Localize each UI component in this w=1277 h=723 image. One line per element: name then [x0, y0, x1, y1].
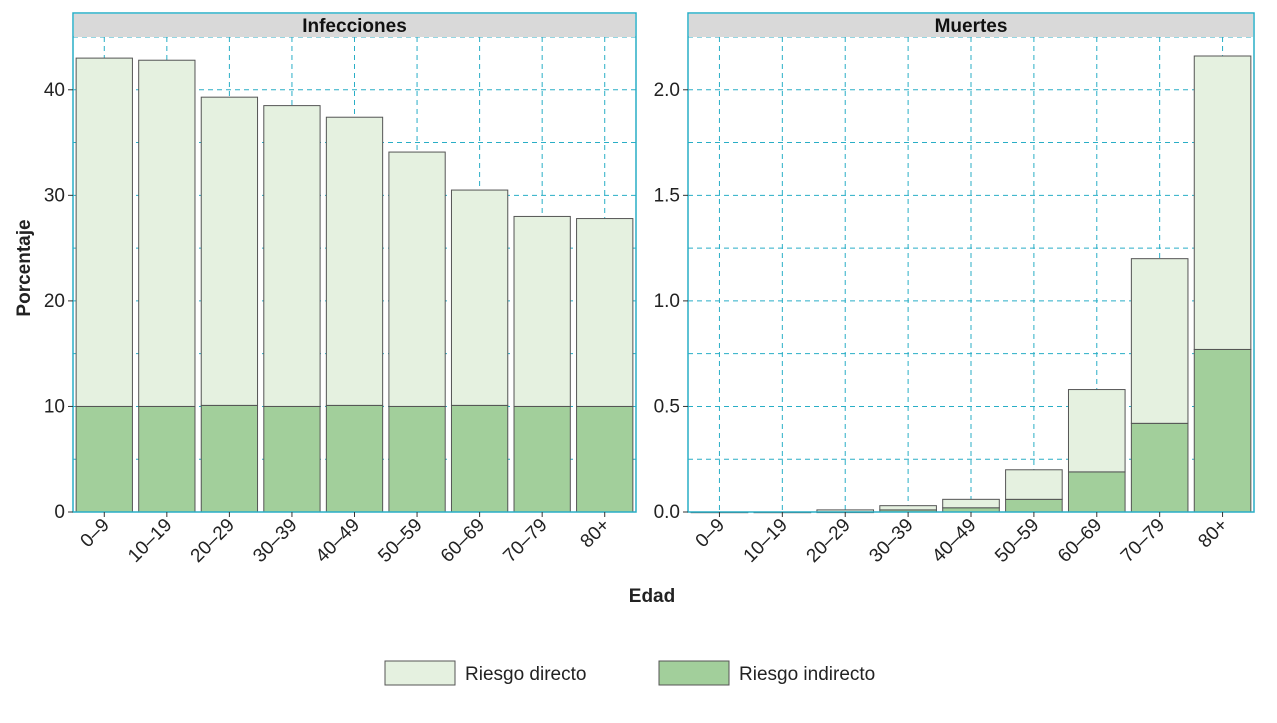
- bar-riesgo-indirecto-40-49: [325, 404, 384, 513]
- y-tick-label: 20: [44, 291, 65, 312]
- x-tick-label: 50–59: [374, 515, 426, 567]
- x-tick-label: 50–59: [991, 515, 1043, 567]
- y-tick-label: 0.5: [654, 396, 680, 417]
- x-tick-label: 80+: [577, 515, 615, 553]
- legend: Riesgo directo Riesgo indirecto: [384, 660, 875, 686]
- bar-riesgo-indirecto-50-59: [1005, 498, 1063, 513]
- x-tick-label: 60–69: [437, 515, 489, 567]
- legend-swatch-riesgo-directo: [384, 660, 456, 686]
- y-tick-label: 40: [44, 80, 65, 101]
- x-tick-label: 10–19: [124, 515, 176, 567]
- x-tick-label: 0–9: [77, 515, 114, 552]
- x-axis-title: Edad: [629, 586, 675, 607]
- y-tick-label: 10: [44, 396, 65, 417]
- bar-riesgo-indirecto-10-19: [138, 405, 196, 513]
- panel-title: Infecciones: [302, 16, 407, 37]
- legend-label-riesgo-indirecto: Riesgo indirecto: [739, 664, 875, 685]
- bar-riesgo-directo-0-9: [75, 57, 133, 407]
- bar-riesgo-directo-80plus: [576, 218, 634, 407]
- legend-swatch-riesgo-indirecto: [658, 660, 730, 686]
- bar-riesgo-indirecto-20-29: [200, 404, 259, 513]
- x-tick-label: 60–69: [1054, 515, 1106, 567]
- bar-riesgo-directo-80plus: [1193, 55, 1252, 350]
- bar-riesgo-directo-30-39: [879, 505, 937, 511]
- panel-infecciones: Infecciones 0 10 20 30 40 0–9 10–19 20–29 30–39 40…: [44, 12, 637, 567]
- bar-riesgo-indirecto-70-79: [1130, 422, 1189, 513]
- bar-riesgo-directo-20-29: [200, 96, 259, 406]
- bar-riesgo-directo-60-69: [450, 189, 509, 406]
- strip-header: [74, 14, 635, 37]
- bar-riesgo-directo-10-19: [138, 59, 196, 407]
- x-tick-label: 30–39: [249, 515, 301, 567]
- x-tick-label: 20–29: [803, 515, 855, 567]
- bar-riesgo-indirecto-80plus: [1193, 348, 1252, 513]
- x-tick-label: 70–79: [1117, 515, 1169, 567]
- x-tick-label: 30–39: [865, 515, 917, 567]
- x-tick-label: 70–79: [499, 515, 551, 567]
- x-tick-label: 80+: [1194, 515, 1232, 553]
- bar-riesgo-indirecto-50-59: [388, 405, 446, 513]
- y-axis-title: Porcentaje: [14, 219, 35, 316]
- y-tick-label: 1.5: [654, 185, 680, 206]
- x-tick-label: 40–49: [312, 515, 364, 567]
- y-tick-label: 30: [44, 185, 65, 206]
- bar-riesgo-directo-30-39: [263, 105, 321, 407]
- bar-riesgo-directo-70-79: [513, 215, 571, 407]
- y-tick-label: 0.0: [654, 502, 680, 523]
- x-tick-label: 10–19: [740, 515, 792, 567]
- y-tick-label: 1.0: [654, 291, 680, 312]
- bar-riesgo-indirecto-80plus: [576, 405, 634, 513]
- bar-riesgo-directo-40-49: [942, 498, 1000, 509]
- panel-title: Muertes: [935, 16, 1008, 37]
- bar-riesgo-indirecto-30-39: [263, 405, 321, 513]
- x-tick-label: 40–49: [928, 515, 980, 567]
- bar-riesgo-indirecto-70-79: [513, 405, 571, 513]
- bar-riesgo-indirecto-60-69: [1067, 471, 1126, 513]
- bar-riesgo-directo-60-69: [1067, 389, 1126, 473]
- bar-riesgo-directo-50-59: [388, 151, 446, 407]
- bar-riesgo-directo-70-79: [1130, 258, 1189, 424]
- strip-header: [689, 14, 1253, 37]
- bar-riesgo-directo-50-59: [1005, 469, 1063, 500]
- panel-muertes: Muertes 0.0 0.5 1.0 1.5 2.0 0–9 10–19 20–29 30–39…: [654, 12, 1255, 567]
- bar-riesgo-directo-40-49: [325, 116, 384, 406]
- legend-label-riesgo-directo: Riesgo directo: [465, 664, 586, 685]
- y-tick-label: 0: [54, 502, 65, 523]
- x-tick-label: 20–29: [187, 515, 239, 567]
- x-tick-label: 0–9: [692, 515, 729, 552]
- y-tick-label: 2.0: [654, 80, 680, 101]
- bar-riesgo-indirecto-60-69: [450, 404, 509, 513]
- bar-riesgo-indirecto-0-9: [75, 405, 133, 513]
